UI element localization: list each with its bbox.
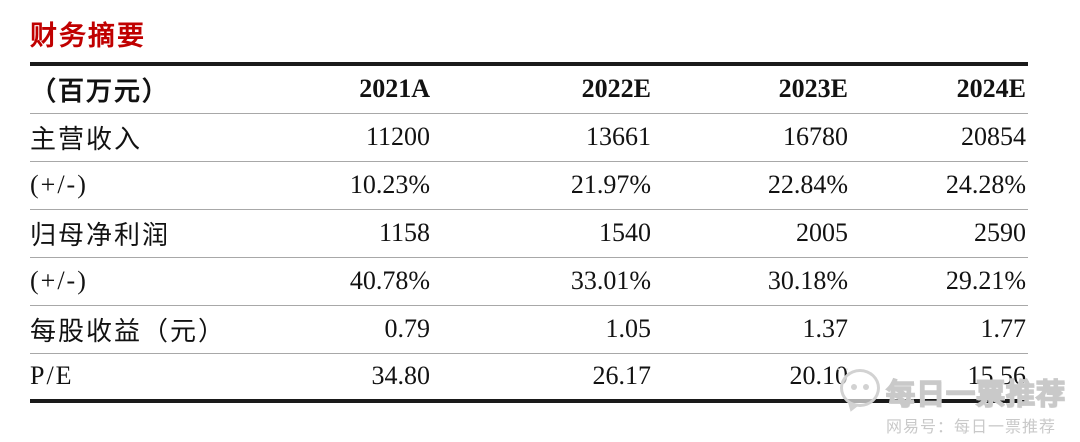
table-cell: 15.56 [967, 361, 1027, 391]
table-cell: 1.77 [848, 305, 1028, 354]
table-row-pe: P/E 34.80 26.17 20.10 15.56 [30, 353, 1028, 401]
table-cell: 33.01% [430, 257, 651, 306]
table-header-row: （百万元） 2021A 2022E 2023E 2024E [30, 64, 1028, 114]
chat-bubble-tail-icon [844, 401, 860, 414]
table-cell: 24.28% [848, 161, 1028, 210]
column-header-2022E: 2022E [430, 64, 651, 114]
table-cell: 10.23% [280, 161, 430, 210]
table-row-net-profit-growth: (+/-) 40.78% 33.01% 30.18% 29.21% [30, 257, 1028, 306]
watermark-sub-text: 网易号：每日一票推荐 [885, 419, 1056, 436]
table-cell: 20854 [848, 113, 1028, 162]
table-row-revenue: 主营收入 11200 13661 16780 20854 [30, 113, 1028, 162]
unit-header-cell: （百万元） [30, 64, 280, 114]
table-cell: 13661 [430, 113, 651, 162]
row-label: 归母净利润 [30, 209, 280, 258]
column-header-2024E: 2024E [848, 64, 1028, 114]
column-header-2021A: 2021A [280, 64, 430, 114]
table-cell: 1.37 [651, 305, 848, 354]
table-cell: 2590 [848, 209, 1028, 258]
table-cell: 16780 [651, 113, 848, 162]
table-cell: 30.18% [651, 257, 848, 306]
page-title: 财务摘要 [30, 21, 146, 51]
table-cell: 40.78% [280, 257, 430, 306]
row-label: (+/-) [30, 161, 280, 210]
row-label: 每股收益（元） [30, 305, 280, 354]
table-cell: 22.84% [651, 161, 848, 210]
table-cell: 29.21% [848, 257, 1028, 306]
table-cell: 2005 [651, 209, 848, 258]
table-cell: 21.97% [430, 161, 651, 210]
row-label: (+/-) [30, 257, 280, 306]
table-cell: 11200 [280, 113, 430, 162]
table-cell: 34.80 [371, 361, 431, 391]
table-row-eps: 每股收益（元） 0.79 1.05 1.37 1.77 [30, 305, 1028, 354]
row-label: 主营收入 [30, 113, 280, 162]
table-cell: 1158 [280, 209, 430, 258]
table-cell: 26.17 [592, 361, 652, 391]
table-cell: 1.05 [430, 305, 651, 354]
table-cell: 1540 [430, 209, 651, 258]
row-label: P/E [30, 361, 74, 391]
table-row-revenue-growth: (+/-) 10.23% 21.97% 22.84% 24.28% [30, 161, 1028, 210]
financial-summary-table: （百万元） 2021A 2022E 2023E 2024E 主营收入 11200… [30, 62, 1028, 403]
table-cell: 0.79 [280, 305, 430, 354]
table-cell: 20.10 [789, 361, 849, 391]
table-row-net-profit: 归母净利润 1158 1540 2005 2590 [30, 209, 1028, 258]
column-header-2023E: 2023E [651, 64, 848, 114]
